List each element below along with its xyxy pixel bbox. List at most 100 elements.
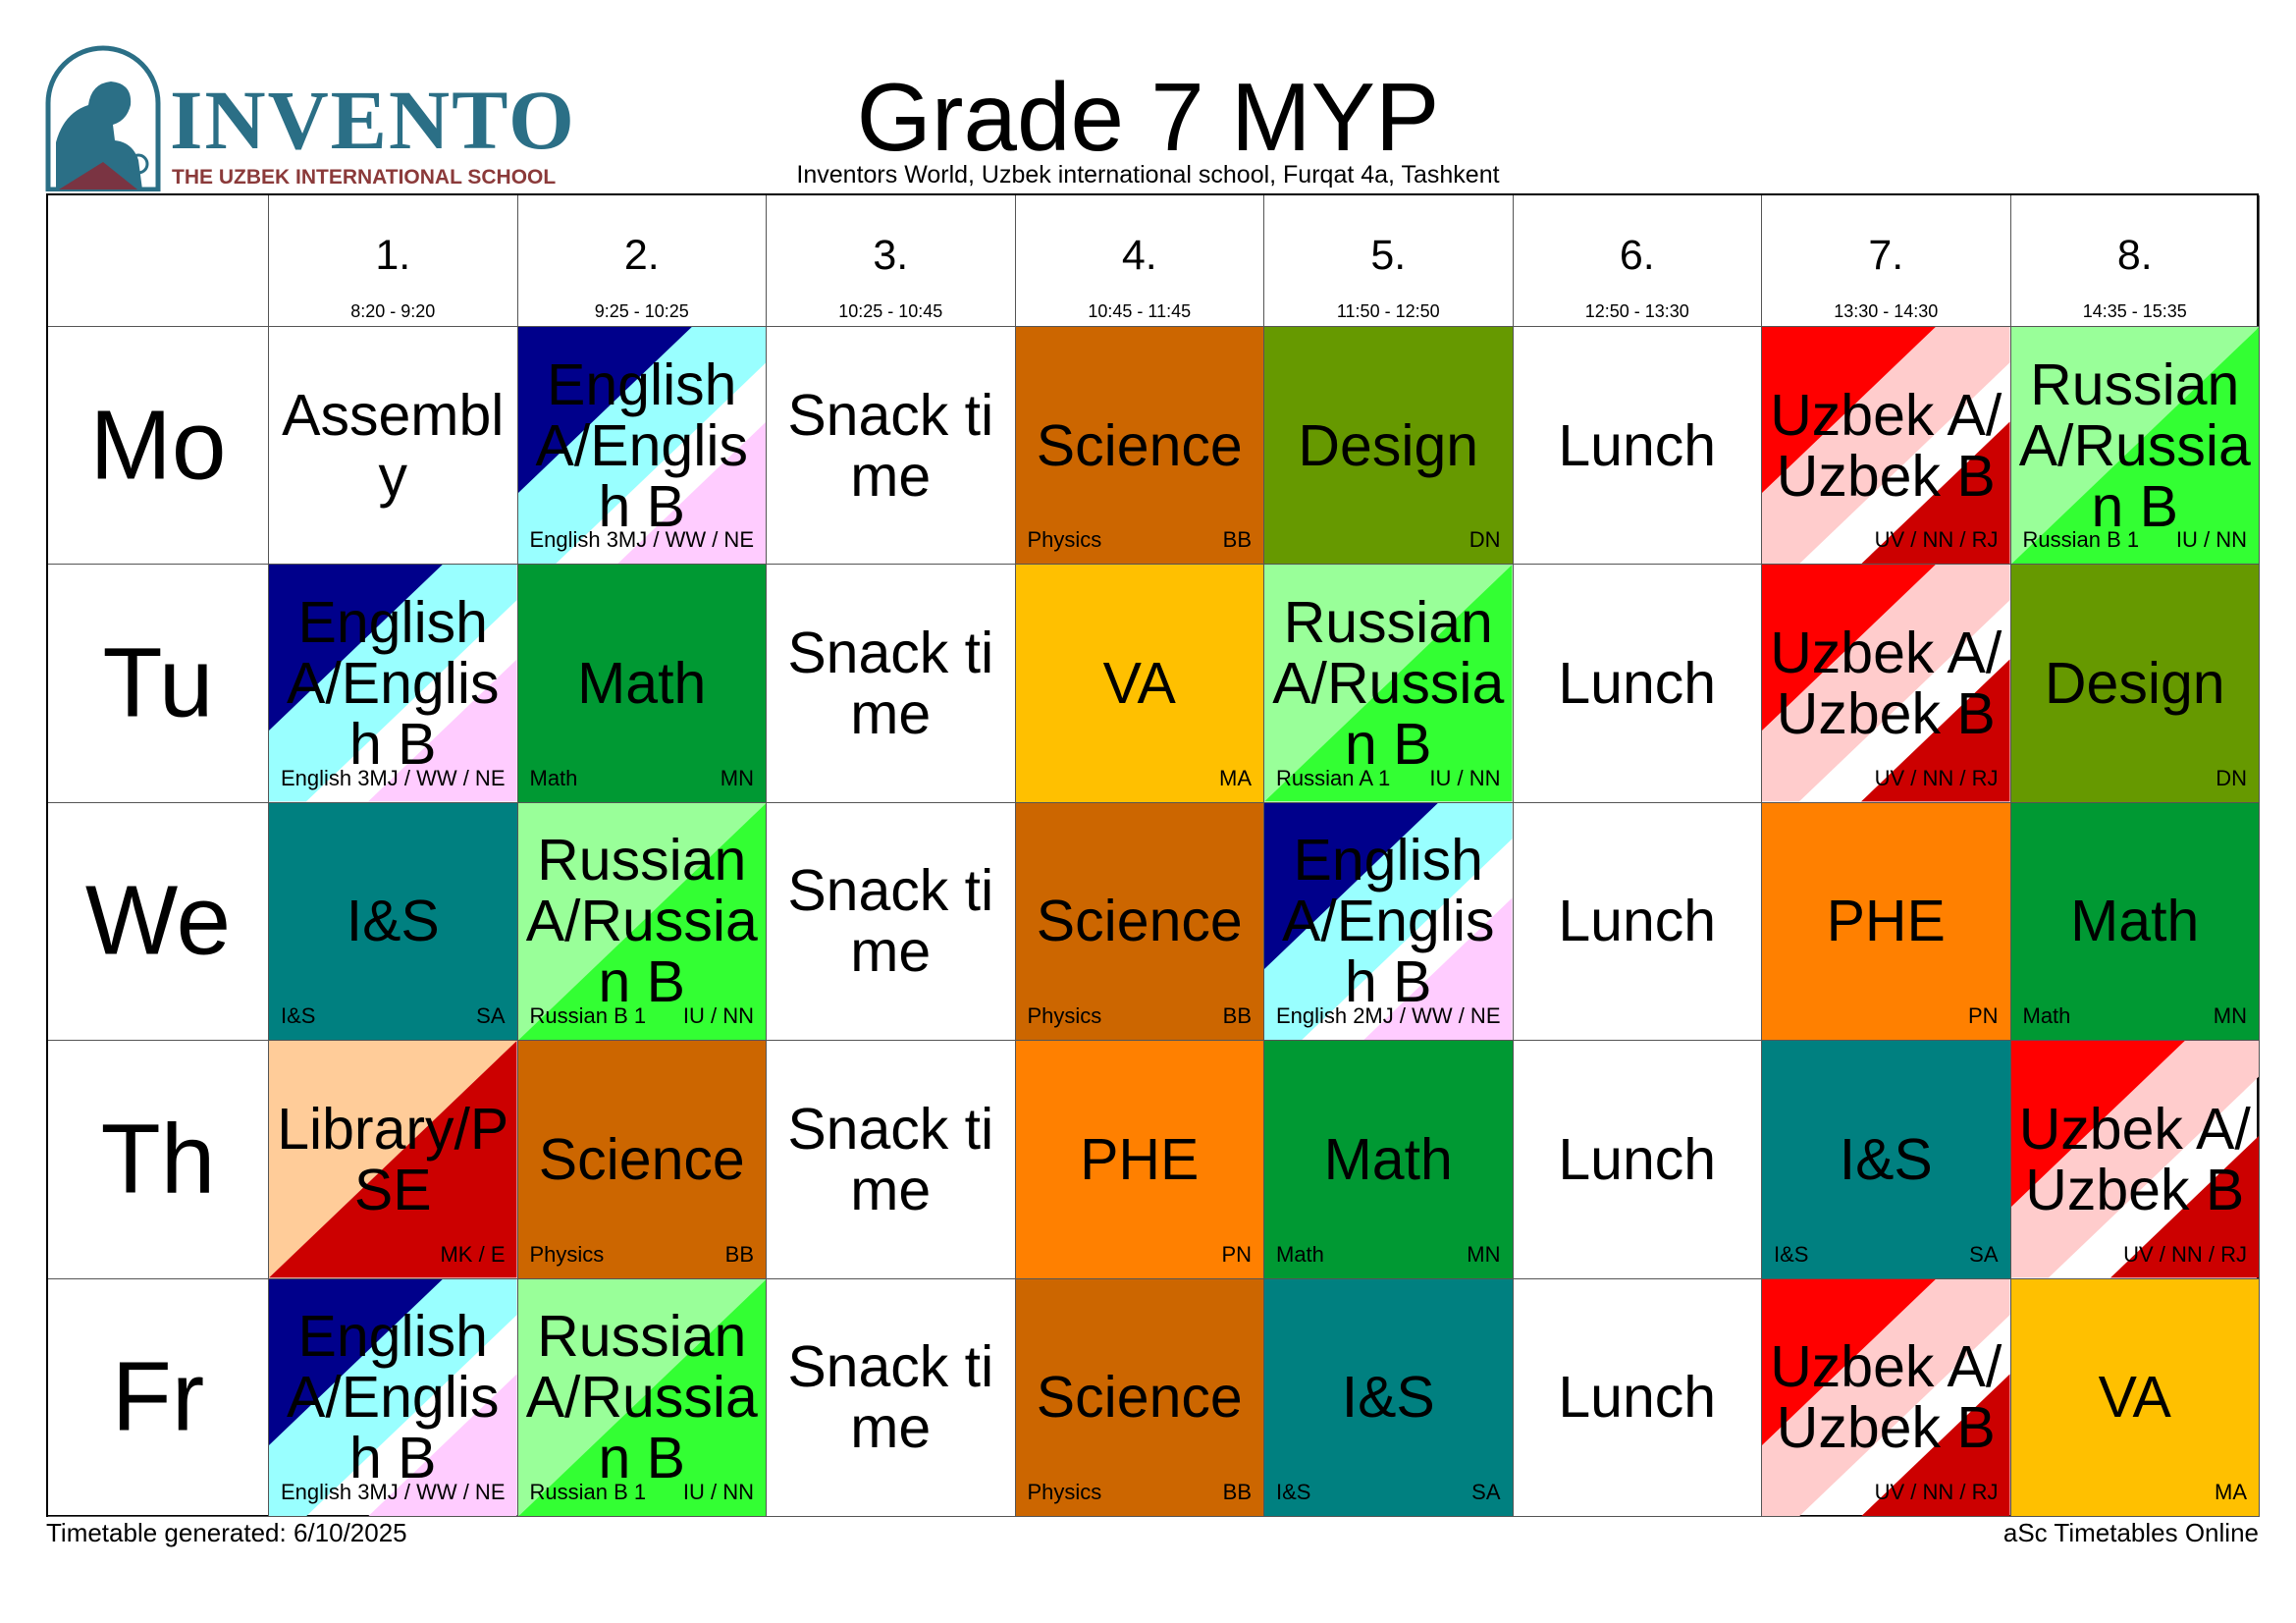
lesson-card: I&S I&S SA bbox=[269, 802, 518, 1042]
lesson-subject: Snack time bbox=[787, 621, 994, 747]
day-label: Tu bbox=[102, 627, 214, 738]
lesson-group: English 3 bbox=[529, 527, 619, 553]
period-time: 10:25 - 10:45 bbox=[838, 301, 943, 321]
lesson-subject: Russian A/Russian B bbox=[525, 1304, 758, 1491]
lesson-teacher: BB bbox=[724, 1241, 754, 1267]
lesson-subject: I&S bbox=[1839, 1126, 1933, 1192]
lesson-card: Library/PSE MK / E bbox=[269, 1041, 518, 1279]
library-diagonal-pattern bbox=[269, 1041, 517, 1278]
lesson-subject: Design bbox=[1298, 412, 1479, 478]
lesson-teacher: MJ / WW / NE bbox=[369, 1479, 506, 1504]
period-number: 5. bbox=[1370, 232, 1407, 279]
lesson-group: Russian B 1 bbox=[529, 1479, 647, 1504]
lesson-card: Science Physics BB bbox=[517, 1041, 767, 1279]
period-time: 14:35 - 15:35 bbox=[2082, 301, 2187, 321]
timetable-grid: 1. 8:20 - 9:20 2. 9:25 - 10:25 3. 10:25 - 10:… bbox=[46, 193, 2260, 1517]
lesson-card: Lunch bbox=[1513, 1278, 1762, 1517]
lesson-subject: Lunch bbox=[1558, 889, 1717, 954]
lesson-subject: Uzbek A/Uzbek B bbox=[1770, 1334, 2002, 1461]
lesson-subject: VA bbox=[2098, 1365, 2171, 1431]
lesson-group: I&S bbox=[281, 1003, 316, 1029]
uzbek-diagonal-pattern bbox=[1762, 1278, 2010, 1516]
school-logo: INVENTO THE UZBEK INTERNATIONAL SCHOOL bbox=[44, 44, 584, 191]
lesson-teacher: BB bbox=[1222, 1479, 1252, 1504]
generated-date: Timetable generated: 6/10/2025 bbox=[46, 1518, 407, 1547]
lesson-subject: PHE bbox=[1826, 889, 1946, 954]
lesson-card: Uzbek A/Uzbek B UV / NN / RJ bbox=[1762, 327, 2011, 566]
period-number: 8. bbox=[2116, 232, 2153, 279]
corner-cell bbox=[48, 195, 269, 327]
page-title: Grade 7 MYP bbox=[856, 63, 1440, 171]
lesson-subject: Math bbox=[577, 651, 707, 717]
russian-diagonal-pattern bbox=[517, 1278, 766, 1516]
lesson-card: Math Math MN bbox=[2010, 802, 2260, 1042]
lesson-subject: Science bbox=[538, 1126, 745, 1192]
lesson-teacher: BB bbox=[1222, 1003, 1252, 1029]
russian-diagonal-pattern bbox=[517, 802, 766, 1041]
period-header-4: 4. 10:45 - 11:45 bbox=[1015, 195, 1264, 327]
lesson-card: English A/English B English 3 MJ / WW / NE bbox=[269, 565, 518, 803]
lesson-subject: Snack time bbox=[787, 382, 994, 509]
period-header-1: 1. 8:20 - 9:20 bbox=[269, 195, 518, 327]
lesson-card: Lunch bbox=[1513, 327, 1762, 566]
lesson-group: I&S bbox=[1276, 1479, 1311, 1504]
logo-subtitle: THE UZBEK INTERNATIONAL SCHOOL bbox=[172, 166, 557, 189]
lesson-subject: Science bbox=[1036, 889, 1243, 954]
lesson-card: I&S I&S SA bbox=[1762, 1041, 2011, 1279]
lesson-subject: Design bbox=[2044, 651, 2225, 717]
lesson-card: Snack time bbox=[767, 1041, 1016, 1279]
lesson-subject: Uzbek A/Uzbek B bbox=[2018, 1096, 2251, 1222]
lesson-card: VA MA bbox=[2010, 1278, 2260, 1517]
lesson-subject: Science bbox=[1036, 412, 1243, 478]
period-header-6: 6. 12:50 - 13:30 bbox=[1513, 195, 1762, 327]
period-header-2: 2. 9:25 - 10:25 bbox=[517, 195, 767, 327]
period-number: 7. bbox=[1868, 232, 1904, 279]
period-header-5: 5. 11:50 - 12:50 bbox=[1264, 195, 1514, 327]
english-diagonal-pattern bbox=[1264, 802, 1513, 1041]
lesson-group: Math bbox=[2022, 1003, 2071, 1029]
lesson-teacher: MN bbox=[2213, 1003, 2247, 1029]
lesson-subject: Russian A/Russian B bbox=[525, 828, 758, 1015]
lesson-teacher: MA bbox=[1219, 765, 1252, 790]
lesson-card: Lunch bbox=[1513, 802, 1762, 1042]
lesson-group: English 2 bbox=[1276, 1003, 1365, 1029]
period-time: 10:45 - 11:45 bbox=[1088, 301, 1192, 321]
lesson-subject: Science bbox=[1036, 1365, 1243, 1431]
period-number: 1. bbox=[375, 232, 411, 279]
period-time: 11:50 - 12:50 bbox=[1336, 301, 1440, 321]
day-label: Fr bbox=[111, 1341, 205, 1452]
lesson-teacher: MJ / WW / NE bbox=[369, 765, 506, 790]
period-time: 9:25 - 10:25 bbox=[594, 301, 689, 321]
lesson-teacher: SA bbox=[476, 1003, 506, 1029]
lesson-card: Uzbek A/Uzbek B UV / NN / RJ bbox=[2010, 1041, 2260, 1279]
russian-diagonal-pattern bbox=[2010, 327, 2259, 565]
lesson-card: Math Math MN bbox=[517, 565, 767, 803]
lesson-card: Lunch bbox=[1513, 565, 1762, 803]
day-label: We bbox=[84, 865, 232, 976]
lesson-subject: Uzbek A/Uzbek B bbox=[1770, 621, 2002, 747]
lesson-subject: Math bbox=[1323, 1126, 1453, 1192]
period-time: 8:20 - 9:20 bbox=[350, 301, 436, 321]
lesson-subject: Math bbox=[2070, 889, 2200, 954]
lesson-teacher: BB bbox=[1222, 527, 1252, 553]
day-label-cell: Tu bbox=[48, 565, 269, 803]
lesson-teacher: PN bbox=[1221, 1241, 1252, 1267]
lesson-subject: Library/PSE bbox=[277, 1096, 509, 1222]
lesson-subject: English A/English B bbox=[287, 1304, 500, 1491]
lesson-card: English A/English B English 3 MJ / WW / NE bbox=[269, 1278, 518, 1517]
lesson-card: Uzbek A/Uzbek B UV / NN / RJ bbox=[1762, 1278, 2011, 1517]
period-header-8: 8. 14:35 - 15:35 bbox=[2010, 195, 2260, 327]
lesson-teacher: IU / NN bbox=[1429, 765, 1501, 790]
lesson-teacher: MJ / WW / NE bbox=[617, 527, 754, 553]
day-label: Mo bbox=[89, 390, 227, 501]
lesson-group: Math bbox=[1276, 1241, 1324, 1267]
day-label-cell: Th bbox=[48, 1041, 269, 1279]
lesson-subject: Lunch bbox=[1558, 1365, 1717, 1431]
logo-emblem-icon bbox=[45, 45, 161, 191]
lesson-teacher: UV / NN / RJ bbox=[1874, 1479, 1999, 1504]
lesson-card: Russian A/Russian B Russian B 1 IU / NN bbox=[517, 1278, 767, 1517]
lesson-card: I&S I&S SA bbox=[1264, 1278, 1514, 1517]
lesson-teacher: MN bbox=[1467, 1241, 1501, 1267]
period-time: 12:50 - 13:30 bbox=[1584, 301, 1689, 321]
russian-diagonal-pattern bbox=[1264, 565, 1513, 802]
